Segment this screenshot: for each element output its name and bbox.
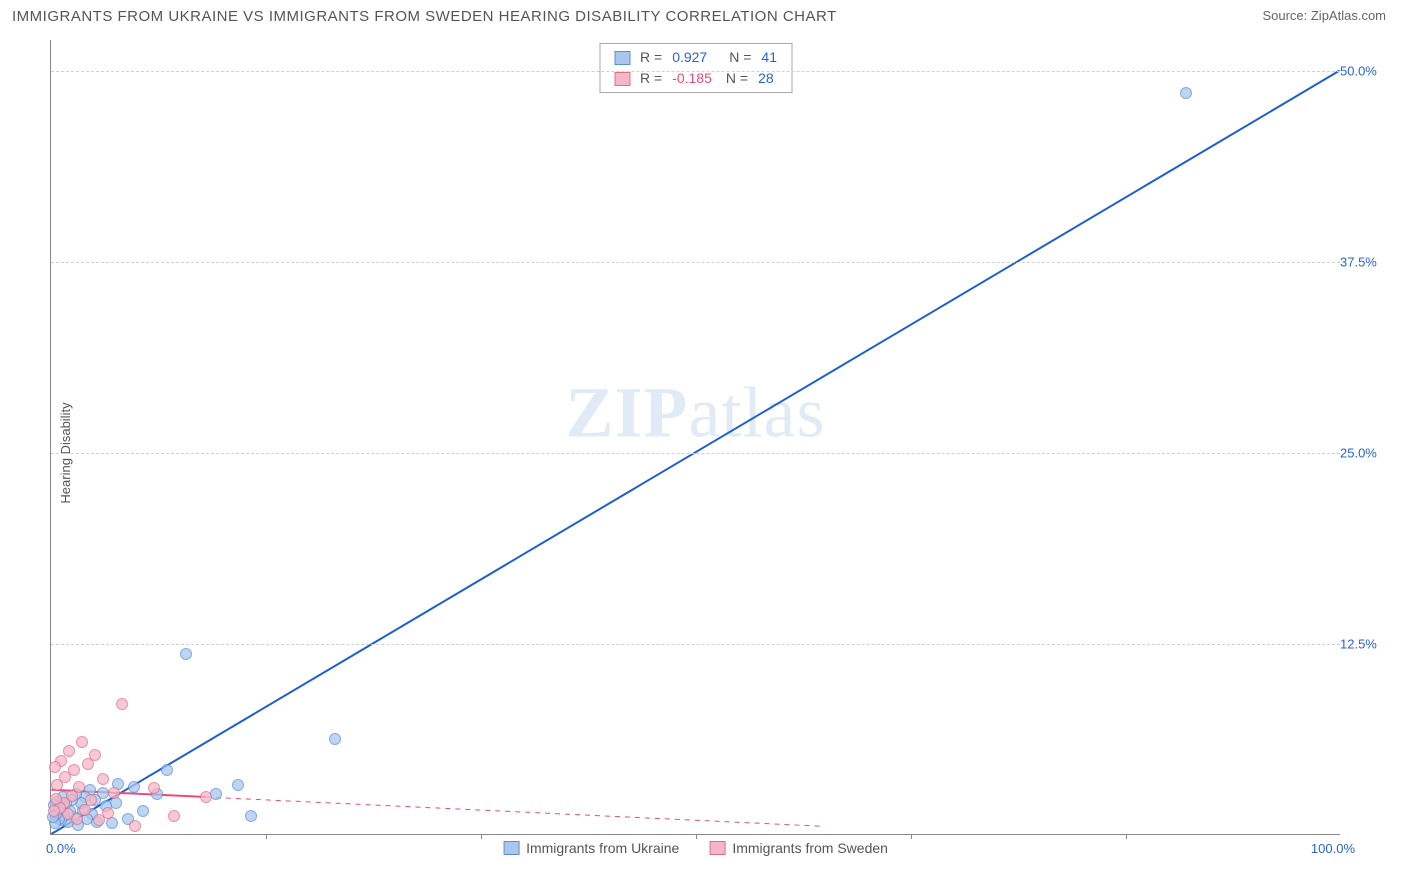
data-point	[93, 814, 105, 826]
x-tick-mark	[696, 834, 697, 839]
data-point	[245, 810, 257, 822]
legend-swatch-sweden	[709, 841, 725, 855]
y-tick-label: 37.5%	[1340, 254, 1390, 269]
data-point	[76, 736, 88, 748]
x-tick-mark	[266, 834, 267, 839]
data-point	[116, 698, 128, 710]
data-point	[49, 761, 61, 773]
y-tick-label: 12.5%	[1340, 636, 1390, 651]
plot-area: ZIPatlas R = 0.927 N = 41 R = -0.185 N =…	[50, 40, 1340, 835]
title-bar: IMMIGRANTS FROM UKRAINE VS IMMIGRANTS FR…	[0, 0, 1406, 29]
data-point	[48, 805, 60, 817]
data-point	[210, 788, 222, 800]
data-point	[97, 773, 109, 785]
legend-item-sweden: Immigrants from Sweden	[709, 840, 888, 856]
data-point	[106, 817, 118, 829]
data-point	[137, 805, 149, 817]
legend-item-ukraine: Immigrants from Ukraine	[503, 840, 679, 856]
bottom-legend: Immigrants from Ukraine Immigrants from …	[503, 840, 888, 856]
data-point	[200, 791, 212, 803]
x-tick-max: 100.0%	[1311, 841, 1355, 856]
data-point	[50, 793, 62, 805]
trend-lines	[51, 40, 1340, 834]
legend-label-ukraine: Immigrants from Ukraine	[526, 840, 679, 856]
legend-swatch-ukraine	[503, 841, 519, 855]
data-point	[128, 781, 140, 793]
data-point	[232, 779, 244, 791]
stats-row-ukraine: R = 0.927 N = 41	[614, 47, 777, 68]
chart-container: Hearing Disability ZIPatlas R = 0.927 N …	[50, 40, 1390, 865]
data-point	[329, 733, 341, 745]
x-tick-min: 0.0%	[46, 841, 76, 856]
chart-title: IMMIGRANTS FROM UKRAINE VS IMMIGRANTS FR…	[12, 8, 837, 25]
data-point	[129, 820, 141, 832]
swatch-ukraine	[614, 51, 630, 65]
swatch-sweden	[614, 72, 630, 86]
data-point	[108, 787, 120, 799]
source-label: Source: ZipAtlas.com	[1262, 8, 1386, 23]
n-value-ukraine: 41	[761, 47, 777, 68]
stats-legend-box: R = 0.927 N = 41 R = -0.185 N = 28	[599, 43, 792, 93]
y-tick-label: 50.0%	[1340, 63, 1390, 78]
data-point	[180, 648, 192, 660]
data-point	[148, 782, 160, 794]
r-value-ukraine: 0.927	[672, 47, 707, 68]
gridline-h	[51, 644, 1340, 645]
data-point	[161, 764, 173, 776]
data-point	[1180, 87, 1192, 99]
x-tick-mark	[1126, 834, 1127, 839]
y-tick-label: 25.0%	[1340, 445, 1390, 460]
data-point	[168, 810, 180, 822]
gridline-h	[51, 453, 1340, 454]
data-point	[82, 758, 94, 770]
data-point	[51, 779, 63, 791]
x-tick-mark	[911, 834, 912, 839]
gridline-h	[51, 262, 1340, 263]
gridline-h	[51, 71, 1340, 72]
x-tick-mark	[481, 834, 482, 839]
legend-label-sweden: Immigrants from Sweden	[732, 840, 888, 856]
watermark: ZIPatlas	[566, 372, 826, 455]
